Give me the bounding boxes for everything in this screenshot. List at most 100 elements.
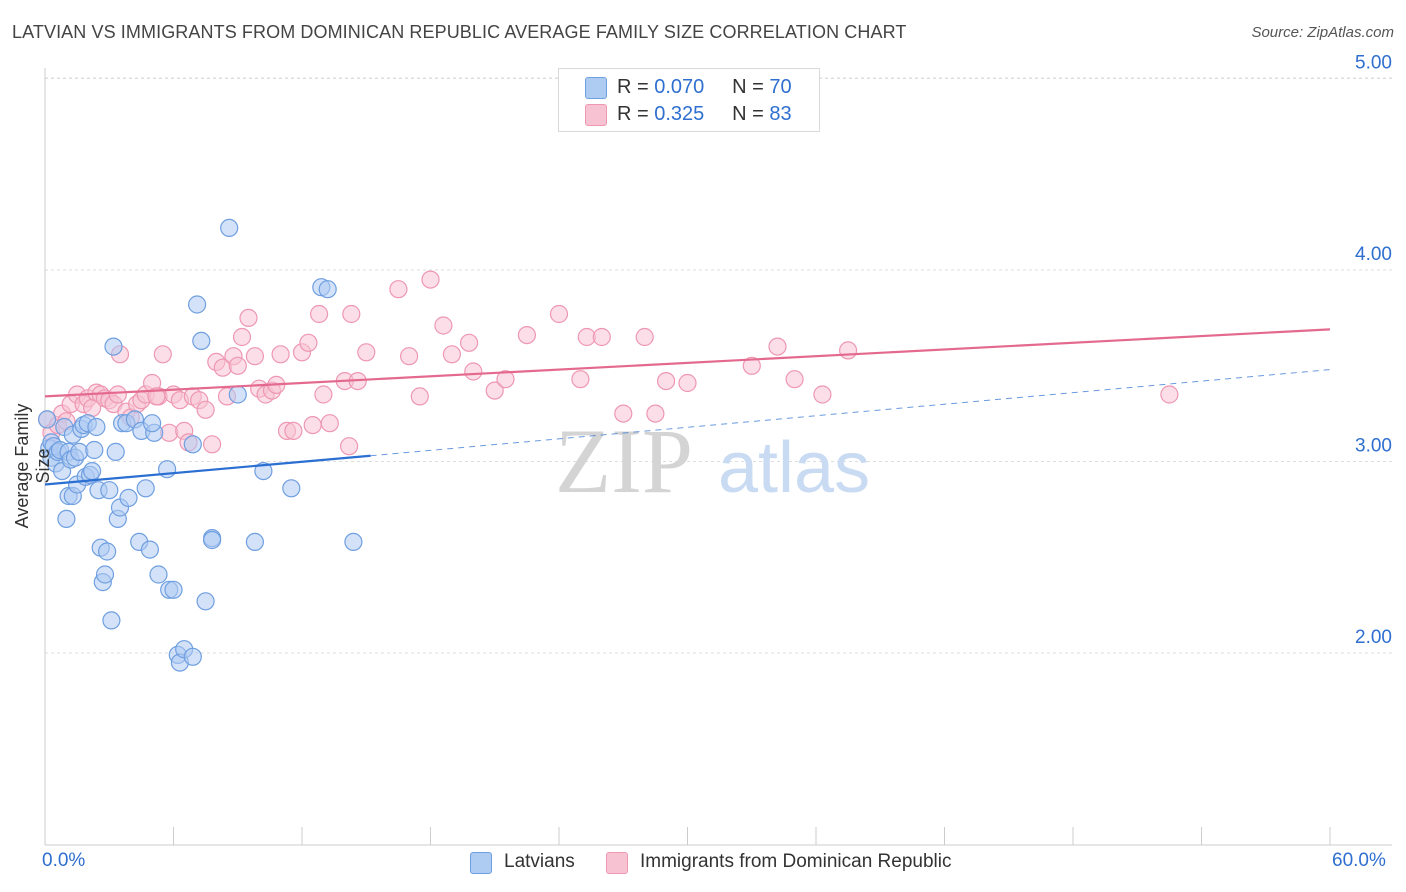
dominican-point: [342, 304, 361, 324]
latvian-point: [164, 580, 183, 599]
dominican-point: [239, 308, 258, 327]
x-tick-label-min: 0.0%: [42, 850, 86, 871]
source-credit: Source: ZipAtlas.com: [1251, 24, 1394, 41]
latvian-point: [318, 280, 337, 299]
latvian-point: [344, 532, 363, 552]
latvian-point: [245, 532, 264, 552]
latvian-point: [100, 481, 119, 500]
legend-swatch-dominican: [585, 104, 607, 126]
dominican-point: [496, 370, 515, 389]
dominican-point: [357, 343, 376, 362]
latvian-point: [149, 565, 168, 584]
watermark-atlas: atlas: [718, 428, 870, 508]
dominican-point: [813, 385, 832, 404]
legend-swatch-latvians: [585, 77, 607, 99]
latvian-point: [183, 435, 202, 454]
dominican-point: [464, 362, 483, 381]
dominican-point: [485, 381, 504, 400]
watermark: ZIP atlas: [555, 410, 870, 512]
legend-n-value-dominican: 83: [769, 103, 792, 125]
latvian-point: [87, 417, 106, 437]
dominican-point: [303, 416, 322, 435]
dominican-point: [742, 356, 761, 375]
y-tick-labels: 2.00 3.00 4.00 5.00: [1355, 53, 1392, 649]
dominican-point: [203, 435, 222, 454]
dominican-point: [768, 337, 787, 356]
dominican-point: [284, 421, 303, 440]
latvian-point: [192, 331, 211, 350]
y-tick-label: 4.00: [1355, 244, 1392, 265]
dominican-point: [108, 385, 127, 404]
legend-r-value-dominican: 0.325: [654, 103, 705, 125]
dominican-point: [310, 304, 329, 324]
dominican-trend-line: [44, 328, 1331, 398]
legend-r-label: R =: [617, 76, 649, 98]
dominican-point: [400, 347, 419, 366]
latvian-point: [70, 442, 89, 461]
bottom-legend-swatch-dominican: [606, 852, 628, 874]
latvian-point: [183, 647, 202, 666]
latvian-point: [143, 414, 162, 433]
dominican-point: [232, 327, 252, 347]
bottom-legend-label-dominican: Immigrants from Dominican Republic: [640, 851, 952, 872]
latvian-point: [220, 218, 239, 237]
y-tick-label: 5.00: [1355, 53, 1392, 74]
dominican-point: [1160, 385, 1179, 404]
watermark-zip: ZIP: [555, 410, 693, 512]
y-axis-label: Average Family Size: [12, 403, 53, 529]
latvian-point: [95, 565, 115, 584]
latvian-point: [228, 385, 247, 404]
latvian-point: [104, 337, 123, 356]
dominican-point: [389, 280, 408, 299]
dominican-point: [571, 370, 590, 389]
bottom-legend-swatch-latvians: [470, 852, 492, 874]
dominican-point: [656, 372, 676, 391]
legend-n-label: N =: [732, 76, 764, 98]
dominican-point: [228, 356, 247, 375]
legend-n-label: N =: [732, 103, 764, 125]
latvian-point: [203, 530, 222, 550]
dominican-point: [517, 326, 537, 345]
dominican-point: [245, 347, 264, 366]
dominican-point: [299, 333, 318, 352]
latvian-point: [254, 462, 273, 481]
dominican-point: [549, 304, 569, 324]
dominican-point: [196, 400, 215, 419]
dominican-point: [340, 437, 359, 456]
dominican-point: [271, 345, 290, 364]
latvian-point: [136, 479, 155, 498]
dominican-point: [147, 387, 166, 406]
legend-r-value-latvians: 0.070: [654, 76, 705, 98]
dominican-point: [460, 333, 479, 352]
y-tick-label: 3.00: [1355, 436, 1392, 457]
dominican-point: [153, 345, 172, 364]
latvian-point: [282, 479, 301, 498]
dominican-point: [635, 327, 654, 347]
latvian-point: [196, 592, 215, 611]
bottom-legend-label-latvians: Latvians: [504, 851, 575, 872]
legend-n-value-latvians: 70: [769, 76, 792, 98]
dominican-point: [614, 404, 633, 423]
correlation-legend: R = 0.070 N = 70 R = 0.325 N = 83: [558, 68, 820, 132]
latvian-point: [82, 462, 102, 481]
dominican-point: [410, 387, 429, 406]
latvian-point: [85, 440, 104, 460]
latvian-trend-line: [44, 454, 371, 486]
latvian-point: [37, 410, 57, 429]
dominican-point: [314, 385, 333, 404]
dominican-point: [678, 373, 697, 393]
grid-lines: [45, 77, 1392, 654]
dominican-point: [785, 370, 804, 389]
latvian-point: [102, 611, 121, 630]
dominican-point: [592, 327, 611, 347]
dominican-point: [646, 404, 665, 423]
latvian-point: [119, 488, 138, 507]
latvian-point: [188, 295, 207, 314]
x-tick-label-max: 60.0%: [1332, 850, 1386, 871]
latvian-point: [97, 542, 117, 561]
chart-title: LATVIAN VS IMMIGRANTS FROM DOMINICAN REP…: [12, 22, 907, 42]
dominican-point: [421, 270, 440, 289]
latvian-point: [140, 540, 159, 559]
y-tick-label: 2.00: [1355, 627, 1392, 648]
latvian-point: [106, 442, 125, 461]
